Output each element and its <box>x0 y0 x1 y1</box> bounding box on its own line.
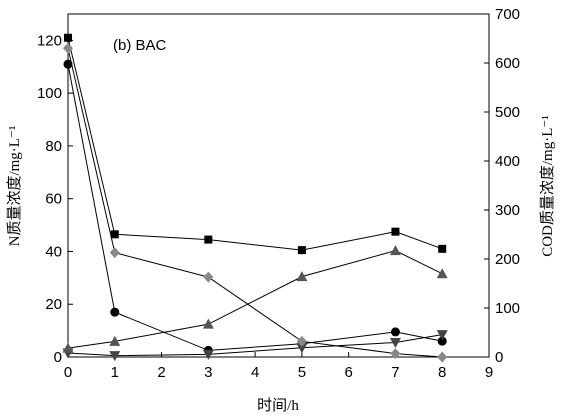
y-axis-title-right: COD质量浓度/mg·L⁻¹ <box>539 115 556 257</box>
x-tick-label: 5 <box>298 364 306 381</box>
y-right-tick-label: 700 <box>495 6 520 23</box>
plot-frame <box>67 13 490 358</box>
data-point-square <box>204 235 213 244</box>
x-tick-label: 2 <box>157 364 165 381</box>
x-tick-label: 1 <box>111 364 119 381</box>
data-point-triangle-up <box>62 342 74 353</box>
data-point-triangle-up <box>296 271 308 282</box>
series-line-2 <box>67 64 443 351</box>
data-point-square <box>64 33 72 42</box>
y-right-tick-label: 600 <box>495 55 520 72</box>
data-point-square <box>438 244 447 253</box>
series-group <box>62 33 448 363</box>
series-line-5 <box>67 48 443 358</box>
data-point-circle <box>63 59 73 69</box>
data-point-triangle-down <box>436 330 448 341</box>
x-tick-label: 3 <box>204 364 212 381</box>
data-point-circle <box>437 336 447 346</box>
y-axis-title-left: N质量浓度/mg·L⁻¹ <box>6 126 23 247</box>
data-point-triangle-up <box>389 245 401 256</box>
y-left-tick-label: 120 <box>37 32 62 49</box>
y-right-tick-label: 100 <box>495 300 520 317</box>
data-point-diamond <box>437 351 448 363</box>
x-tick-label: 4 <box>251 364 259 381</box>
y-left-tick-label: 0 <box>54 349 62 366</box>
data-point-square <box>391 227 400 236</box>
x-tick-label: 0 <box>64 364 72 381</box>
data-point-circle <box>110 307 120 317</box>
series-line-4 <box>67 250 443 349</box>
data-point-triangle-up <box>202 318 214 329</box>
data-point-diamond <box>296 335 307 347</box>
x-tick-label: 9 <box>485 364 493 381</box>
data-point-square <box>297 246 306 255</box>
data-point-diamond <box>390 348 401 360</box>
data-point-triangle-up <box>436 268 448 279</box>
x-tick-label: 7 <box>391 364 399 381</box>
data-point-square <box>110 230 119 239</box>
x-tick-label: 8 <box>438 364 446 381</box>
plot-border <box>67 13 490 358</box>
chart-title: (b) BAC <box>113 37 167 54</box>
y-right-tick-label: 500 <box>495 104 520 121</box>
series-line-1 <box>67 37 443 251</box>
data-point-triangle-down <box>296 343 308 354</box>
data-point-triangle-down <box>109 351 121 362</box>
series-line-3 <box>67 334 443 357</box>
x-axis-title: 时间/h <box>257 397 299 414</box>
data-point-circle <box>390 327 400 337</box>
data-point-triangle-up <box>109 335 121 346</box>
data-point-diamond <box>203 271 214 283</box>
y-right-tick-label: 200 <box>495 251 520 268</box>
y-right-tick-label: 300 <box>495 202 520 219</box>
data-point-diamond <box>109 247 120 259</box>
y-right-tick-label: 0 <box>495 349 503 366</box>
y-left-tick-label: 60 <box>45 191 62 208</box>
x-tick-label: 6 <box>344 364 352 381</box>
data-point-triangle-down <box>389 337 401 348</box>
y-left-tick-label: 80 <box>45 138 62 155</box>
data-point-triangle-down <box>202 349 214 360</box>
y-left-tick-label: 20 <box>45 296 62 313</box>
y-right-tick-label: 400 <box>495 153 520 170</box>
data-point-diamond <box>63 42 73 54</box>
y-left-tick-label: 40 <box>45 243 62 260</box>
axis-ticks: 0 1 2 3 4 5 6 7 8 9020406080100120010020030040050… <box>37 6 520 381</box>
y-left-tick-label: 100 <box>37 85 62 102</box>
